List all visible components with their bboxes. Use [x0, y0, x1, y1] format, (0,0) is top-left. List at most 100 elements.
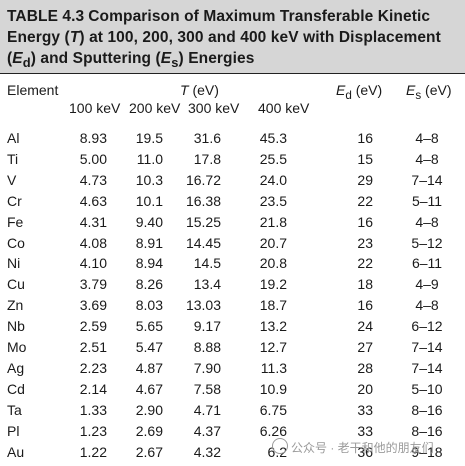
cell-element: Au: [7, 443, 25, 460]
cell-element: Ag: [7, 359, 25, 376]
cell-element: Nb: [7, 318, 25, 335]
cell-t100: 3.79: [79, 276, 107, 293]
header-es-unit: (eV): [421, 82, 452, 98]
table-row: Ti 5.00 11.0 17.8 25.5 15 4–8: [0, 151, 465, 172]
cell-es: 4–8: [415, 130, 439, 146]
watermark-text: 公众号 · 老干和他的朋友们: [291, 441, 434, 455]
cell-es: 5–11: [411, 192, 443, 209]
cell-ed: 22: [357, 192, 373, 209]
cell-t200: 9.40: [135, 213, 163, 230]
cell-t400: 13.2: [259, 318, 287, 335]
cell-t300: 13.03: [185, 297, 221, 314]
cell-element: Ti: [7, 150, 19, 167]
cell-t100: 4.63: [79, 192, 107, 209]
cell-es: 6–12: [411, 318, 443, 335]
cell-element: Co: [7, 234, 25, 251]
cell-t200: 5.47: [135, 339, 163, 355]
cell-ed: 22: [357, 255, 373, 272]
cell-es: 6–11: [411, 255, 443, 272]
cell-t200: 8.91: [135, 234, 163, 251]
cell-ed: 20: [357, 380, 373, 397]
table-row: Nb 2.59 5.65 9.17 13.2 24 6–12: [0, 318, 465, 339]
cell-t100: 2.59: [79, 318, 107, 335]
cell-t300: 14.5: [193, 255, 221, 272]
cell-es: 5–10: [411, 380, 443, 397]
cell-es: 5–12: [411, 234, 443, 251]
cell-t300: 7.58: [193, 380, 221, 397]
caption-title-part: ) and Sputtering (: [30, 50, 161, 67]
cell-t400: 18.7: [259, 297, 287, 314]
cell-ed: 33: [357, 401, 373, 418]
cell-t100: 4.31: [79, 213, 107, 230]
table-row: Al 8.93 19.5 31.6 45.3 16 4–8: [0, 130, 465, 151]
cell-t100: 5.00: [79, 150, 107, 167]
cell-ed: 16: [357, 297, 373, 314]
cell-t300: 14.45: [185, 234, 221, 251]
caption-title-part: Comparison of Maximum Transferable Kinet…: [88, 8, 431, 25]
cell-t100: 1.22: [79, 443, 107, 460]
caption-title-part: (: [7, 50, 13, 67]
cell-ed: 15: [357, 150, 373, 167]
caption-text: TABLE 4.3 Comparison of Maximum Transfera…: [7, 6, 459, 73]
cell-t100: 1.33: [79, 401, 107, 418]
cell-es: 7–14: [411, 339, 443, 355]
cell-t200: 8.03: [135, 297, 163, 314]
cell-t200: 8.26: [135, 276, 163, 293]
cell-t200: 19.5: [135, 130, 163, 146]
header-ed: Ed (eV): [336, 82, 382, 102]
cell-t400: 11.3: [260, 359, 287, 376]
header-ed-unit: (eV): [351, 82, 383, 98]
header-t-group: T (eV): [180, 82, 219, 98]
cell-element: Ta: [7, 401, 22, 418]
cell-t100: 2.14: [79, 380, 107, 397]
caption-title-part: Energy (: [7, 29, 70, 46]
caption-subscript: s: [171, 55, 179, 71]
cell-t400: 24.0: [259, 171, 287, 188]
table-row: Fe 4.31 9.40 15.25 21.8 16 4–8: [0, 214, 465, 235]
cell-t400: 20.7: [259, 234, 287, 251]
table-caption: TABLE 4.3 Comparison of Maximum Transfera…: [0, 0, 465, 73]
cell-es: 4–8: [415, 150, 439, 167]
table-row: Cd 2.14 4.67 7.58 10.9 20 5–10: [0, 381, 465, 402]
header-ed-sub: d: [345, 88, 352, 102]
cell-t200: 10.3: [135, 171, 163, 188]
cell-t100: 2.23: [79, 359, 107, 376]
cell-t100: 1.23: [79, 422, 107, 439]
caption-title-part: ) Energies: [178, 50, 255, 67]
cell-t100: 8.93: [79, 130, 107, 146]
cell-t200: 5.65: [135, 318, 163, 335]
cell-t200: 2.67: [135, 443, 163, 460]
cell-t100: 3.69: [79, 297, 107, 314]
cell-t200: 11.0: [136, 150, 163, 167]
header-es-symbol: E: [406, 82, 416, 98]
table-row: Ta 1.33 2.90 4.71 6.75 33 8–16: [0, 402, 465, 423]
header-300kev: 300 keV: [188, 100, 240, 116]
caption-symbol: T: [69, 29, 80, 46]
header-es-sub: s: [415, 88, 422, 102]
cell-t300: 16.38: [185, 192, 221, 209]
cell-element: Pl: [7, 422, 20, 439]
cell-t100: 2.51: [79, 339, 107, 355]
cell-es: 4–9: [415, 276, 439, 293]
cell-element: Cu: [7, 276, 25, 293]
cell-t300: 17.8: [193, 150, 221, 167]
cell-element: Zn: [7, 297, 24, 314]
cell-t300: 7.90: [193, 359, 221, 376]
cell-t300: 9.17: [193, 318, 221, 335]
header-t-symbol: T: [180, 82, 189, 98]
table-number: TABLE 4.3: [7, 8, 85, 25]
cell-t200: 4.87: [135, 359, 163, 376]
cell-t300: 4.37: [193, 422, 221, 439]
cell-t400: 23.5: [259, 192, 287, 209]
cell-t200: 4.67: [135, 380, 163, 397]
cell-es: 7–14: [411, 171, 443, 188]
caption-symbol: E: [160, 50, 172, 67]
cell-t400: 6.26: [259, 422, 287, 439]
caption-line-1: TABLE 4.3 Comparison of Maximum Transfera…: [7, 6, 459, 27]
cell-t200: 2.69: [135, 422, 163, 439]
cell-es: 7–14: [411, 359, 443, 376]
table-row: Mo 2.51 5.47 8.88 12.7 27 7–14: [0, 339, 465, 360]
caption-subscript: d: [22, 55, 31, 71]
header-t-unit: (eV): [188, 82, 219, 98]
cell-t400: 12.7: [259, 339, 287, 355]
